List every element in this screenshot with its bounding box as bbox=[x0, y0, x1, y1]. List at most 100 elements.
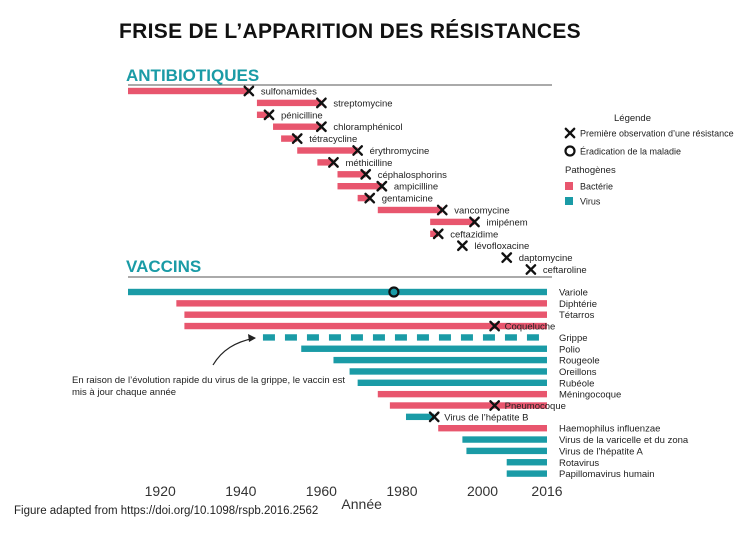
legend-title: Légende bbox=[614, 113, 651, 124]
antibiotic-bar bbox=[337, 171, 366, 178]
resistance-marker bbox=[436, 204, 448, 216]
eradication-marker bbox=[388, 286, 400, 298]
antibiotic-bar bbox=[256, 99, 322, 107]
vaccine-bar bbox=[389, 402, 547, 409]
resistance-marker bbox=[263, 109, 275, 121]
antibiotic-bar bbox=[377, 206, 443, 214]
legend-eradication-icon bbox=[564, 145, 576, 157]
resistance-marker bbox=[291, 133, 303, 145]
resistance-marker bbox=[376, 180, 388, 192]
resistance-marker bbox=[364, 192, 376, 204]
vaccine-bar bbox=[377, 390, 547, 398]
x-tick-label: 1960 bbox=[306, 483, 337, 499]
x-tick-label: 2016 bbox=[531, 483, 562, 499]
antibiotic-label: tétracycline bbox=[309, 134, 357, 145]
vaccine-bar bbox=[506, 459, 547, 466]
legend-resistance-label: Première observation d’une résistance bbox=[580, 129, 734, 139]
note-arrowhead bbox=[248, 334, 256, 342]
antibiotic-label: ampicilline bbox=[394, 182, 438, 193]
vaccine-label: Virus de l’hépatite A bbox=[559, 446, 643, 457]
resistance-marker bbox=[489, 320, 501, 332]
vaccine-label: Virus de l’hépatite B bbox=[444, 412, 528, 423]
resistance-marker bbox=[243, 85, 255, 97]
vaccine-label: Diphtérie bbox=[559, 299, 597, 310]
x-tick-label: 1920 bbox=[145, 483, 176, 499]
antibiotic-bar bbox=[256, 111, 270, 118]
vaccine-bar bbox=[438, 425, 547, 432]
vaccine-bar bbox=[349, 368, 547, 375]
influenza-note: mis à jour chaque année bbox=[72, 387, 176, 398]
legend-virus-swatch bbox=[565, 197, 573, 205]
vaccine-label: Polio bbox=[559, 344, 580, 355]
antibiotic-bar bbox=[273, 123, 322, 130]
antibiotic-label: sulfonamides bbox=[261, 87, 317, 98]
antibiotic-label: ceftaroline bbox=[543, 265, 587, 276]
antibiotic-bar bbox=[337, 183, 382, 190]
vaccine-label: Pneumocoque bbox=[505, 401, 566, 412]
antibiotic-bar bbox=[317, 159, 334, 166]
vaccine-label: Grippe bbox=[559, 333, 588, 344]
vaccine-label: Variole bbox=[559, 288, 588, 299]
resistance-marker bbox=[489, 400, 501, 411]
vaccine-label: Rotavirus bbox=[559, 458, 599, 469]
antibiotic-label: érythromycine bbox=[370, 146, 430, 157]
antibiotic-label: méthicilline bbox=[345, 158, 392, 169]
legend-eradication-label: Éradication de la maladie bbox=[580, 147, 681, 157]
resistance-marker bbox=[360, 168, 372, 180]
vaccine-label: Papillomavirus humain bbox=[559, 469, 655, 480]
resistance-marker bbox=[469, 216, 480, 228]
resistance-marker bbox=[432, 228, 444, 240]
influenza-note: En raison de l’évolution rapide du virus… bbox=[72, 375, 345, 386]
resistance-marker bbox=[328, 156, 339, 168]
antibiotic-label: lévofloxacine bbox=[474, 241, 529, 252]
note-arrow bbox=[212, 337, 256, 366]
vaccine-bar bbox=[301, 345, 547, 352]
vaccine-label: Rubéole bbox=[559, 378, 594, 389]
vaccine-label: Rougeole bbox=[559, 356, 600, 367]
vaccine-bar bbox=[466, 447, 547, 455]
resistance-marker bbox=[456, 240, 468, 252]
legend-bacteria-swatch bbox=[565, 182, 573, 190]
vaccine-label: Coqueluche bbox=[505, 322, 556, 333]
antibiotic-bar bbox=[281, 135, 298, 142]
vaccine-bar bbox=[184, 322, 547, 330]
vaccine-bar bbox=[357, 379, 547, 386]
antibiotic-bar bbox=[430, 218, 475, 226]
vaccine-label: Oreillons bbox=[559, 367, 597, 378]
vaccine-bar bbox=[405, 413, 435, 421]
vaccine-label: Virus de la varicelle et du zona bbox=[559, 435, 689, 446]
resistance-marker bbox=[315, 97, 327, 109]
antibiotic-bar bbox=[297, 147, 358, 154]
resistance-marker bbox=[428, 411, 440, 423]
antibiotic-bar bbox=[128, 87, 249, 95]
x-tick-label: 1980 bbox=[386, 483, 417, 499]
antibiotic-bar bbox=[357, 194, 370, 202]
antibiotic-label: pénicilline bbox=[281, 110, 323, 121]
x-tick-label: 2000 bbox=[467, 483, 498, 499]
resistance-marker bbox=[525, 264, 537, 275]
vaccine-label: Méningocoque bbox=[559, 390, 621, 401]
vaccine-bar bbox=[128, 288, 547, 296]
legend-resistance-icon bbox=[564, 127, 576, 139]
antibiotic-bar bbox=[430, 230, 439, 237]
vaccine-bar bbox=[184, 311, 547, 318]
legend-pathogens-title: Pathogènes bbox=[565, 165, 616, 176]
vaccine-bar bbox=[176, 300, 547, 307]
vaccine-bar bbox=[506, 470, 547, 477]
x-axis-label: Année bbox=[341, 496, 382, 512]
vaccine-label: Haemophilus influenzae bbox=[559, 424, 660, 435]
vaccine-bar bbox=[462, 436, 547, 443]
antibiotic-label: daptomycine bbox=[519, 253, 573, 264]
source-caption: Figure adapted from https://doi.org/10.1… bbox=[14, 505, 319, 517]
page-title: FRISE DE L’APPARITION DES RÉSISTANCES bbox=[119, 20, 581, 43]
x-tick-label: 1940 bbox=[225, 483, 256, 499]
antibiotic-label: streptomycine bbox=[333, 98, 392, 109]
resistance-marker bbox=[352, 145, 364, 156]
legend-bacteria-label: Bactérie bbox=[580, 182, 613, 192]
vaccines-heading: VACCINS bbox=[126, 257, 201, 276]
antibiotics-heading: ANTIBIOTIQUES bbox=[126, 66, 259, 85]
antibiotic-label: imipénem bbox=[486, 217, 527, 228]
vaccine-bar bbox=[333, 356, 547, 364]
antibiotic-label: chloramphénicol bbox=[333, 122, 402, 133]
